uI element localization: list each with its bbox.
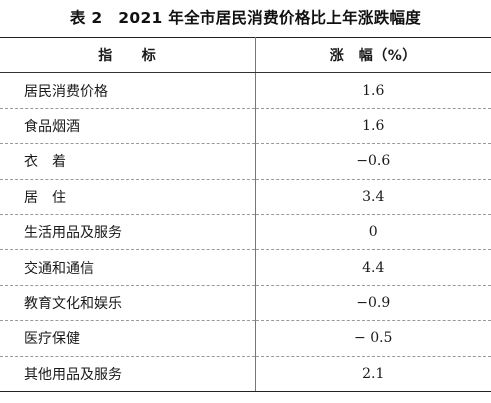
table-row: 医疗保健 − 0.5 bbox=[0, 320, 491, 357]
price-change-table: 指 标 涨 幅（%） 居民消费价格 1.6 食品烟酒 1.6 衣 着 −0.6 … bbox=[0, 36, 491, 392]
table-row: 其他用品及服务 2.1 bbox=[0, 356, 491, 392]
row-label: 交通和通信 bbox=[0, 249, 256, 286]
row-value: −0.9 bbox=[255, 285, 491, 322]
row-label: 教育文化和娱乐 bbox=[0, 285, 256, 322]
row-value: 1.6 bbox=[255, 108, 491, 145]
row-label: 医疗保健 bbox=[0, 320, 256, 357]
row-value: 1.6 bbox=[255, 72, 491, 109]
row-label: 居民消费价格 bbox=[0, 72, 256, 109]
row-value: −0.6 bbox=[255, 143, 491, 180]
table-row: 生活用品及服务 0 bbox=[0, 214, 491, 251]
table-title: 表 2 2021 年全市居民消费价格比上年涨跌幅度 bbox=[69, 9, 422, 27]
row-value: 3.4 bbox=[255, 179, 491, 215]
table-row: 教育文化和娱乐 −0.9 bbox=[0, 285, 491, 322]
header-indicator: 指 标 bbox=[0, 36, 256, 74]
table-row: 居 住 3.4 bbox=[0, 179, 491, 215]
row-label: 居 住 bbox=[0, 179, 256, 215]
row-label: 食品烟酒 bbox=[0, 108, 256, 145]
row-value: 4.4 bbox=[255, 249, 491, 286]
row-label: 生活用品及服务 bbox=[0, 214, 256, 251]
row-value: − 0.5 bbox=[255, 320, 491, 357]
table-row: 交通和通信 4.4 bbox=[0, 249, 491, 286]
row-value: 2.1 bbox=[255, 356, 491, 392]
table-row: 食品烟酒 1.6 bbox=[0, 108, 491, 145]
table-row: 衣 着 −0.6 bbox=[0, 143, 491, 180]
table-row: 居民消费价格 1.6 bbox=[0, 72, 491, 109]
row-label: 衣 着 bbox=[0, 143, 256, 180]
table-header-row: 指 标 涨 幅（%） bbox=[0, 36, 491, 74]
header-change-rate: 涨 幅（%） bbox=[255, 36, 491, 74]
row-value: 0 bbox=[255, 214, 491, 251]
row-label: 其他用品及服务 bbox=[0, 356, 256, 392]
